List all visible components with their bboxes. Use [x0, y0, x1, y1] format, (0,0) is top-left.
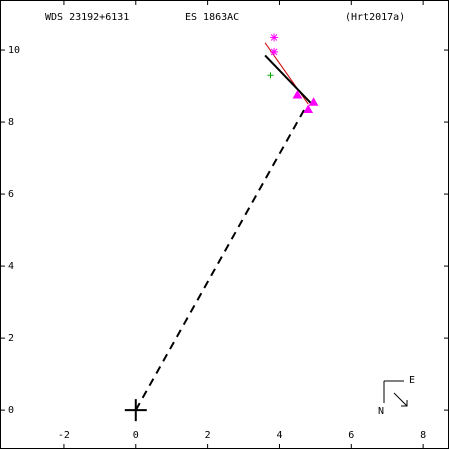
point [303, 104, 314, 113]
y-tick-label: 10 [8, 45, 20, 56]
compass [383, 380, 408, 407]
point [292, 90, 303, 99]
compass-arrowhead [401, 400, 408, 407]
x-tick-label: -2 [58, 430, 70, 441]
point [124, 399, 147, 422]
wds-id: WDS 23192+6131 [45, 12, 129, 23]
orbit-line [134, 105, 308, 411]
y-tick-label: 2 [8, 333, 14, 344]
reference: (Hrt2017a) [345, 12, 405, 23]
y-tick-label: 0 [8, 405, 14, 416]
orbit-line [264, 54, 313, 105]
point [270, 33, 279, 42]
x-tick-label: 8 [420, 430, 426, 441]
point [308, 97, 319, 106]
y-tick-label: 6 [8, 189, 14, 200]
compass-east: E [409, 375, 415, 386]
point [267, 72, 274, 79]
star-name: ES 1863AC [185, 12, 239, 23]
y-tick-label: 8 [8, 117, 14, 128]
x-tick-label: 2 [205, 430, 211, 441]
x-tick-label: 0 [133, 430, 139, 441]
x-tick-label: 4 [276, 430, 282, 441]
x-tick-label: 6 [348, 430, 354, 441]
compass-arrow [393, 392, 408, 407]
compass-north: N [378, 406, 384, 417]
point [270, 47, 279, 56]
y-tick-label: 4 [8, 261, 14, 272]
